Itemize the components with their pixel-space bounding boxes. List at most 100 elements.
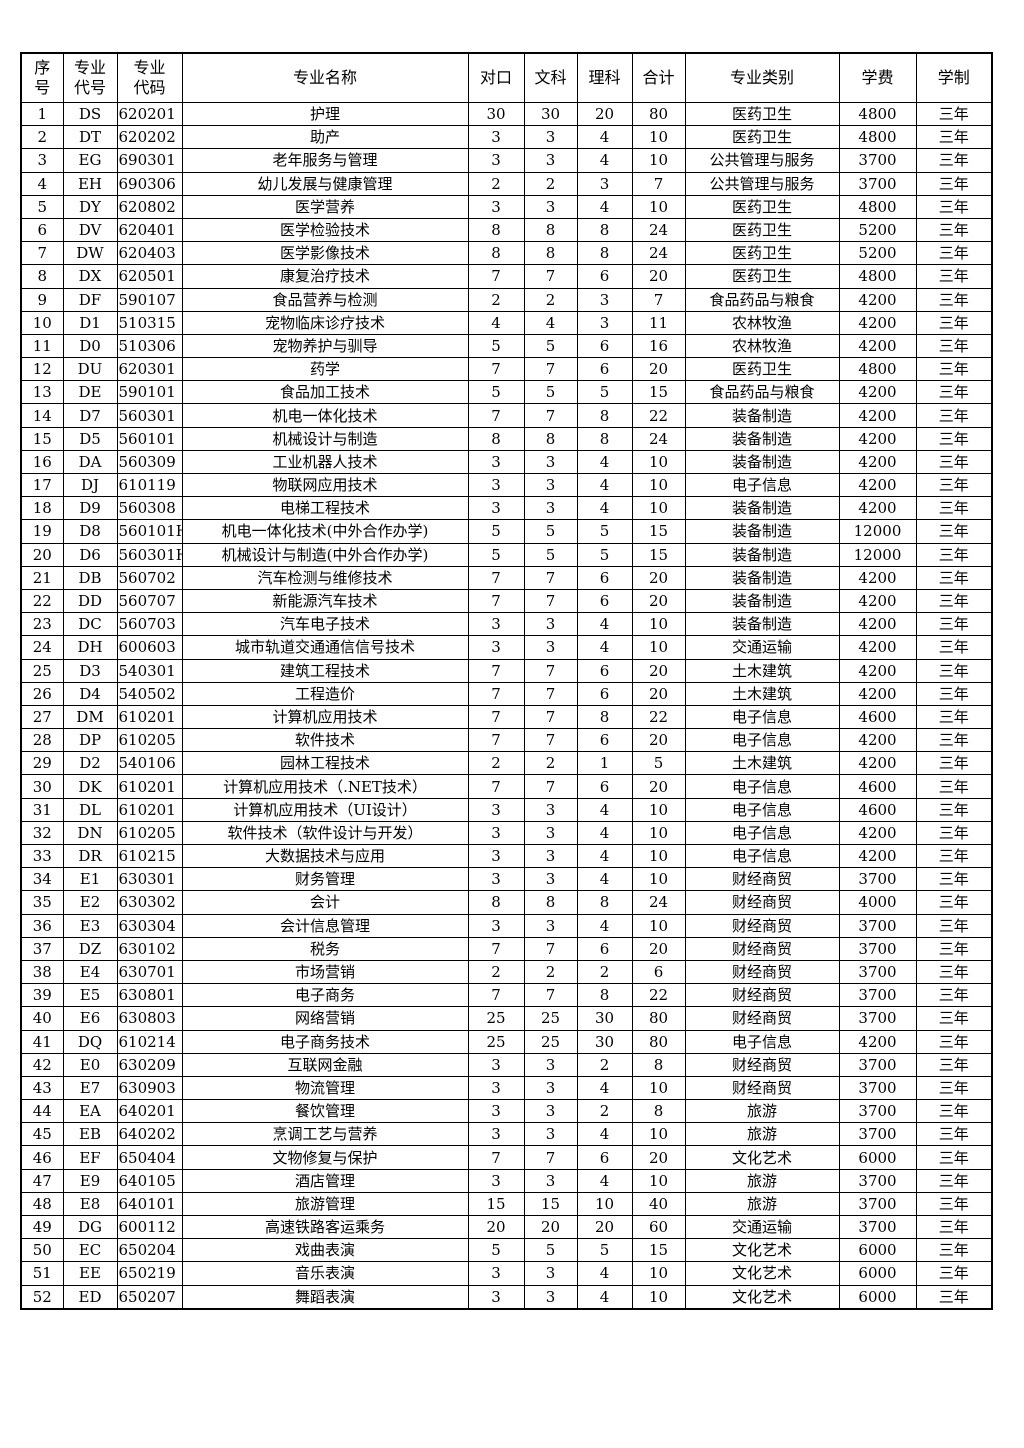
- cell-major-code: 620501: [116, 264, 183, 289]
- cell-tuition: 4200: [838, 751, 917, 776]
- cell-total: 15: [631, 519, 686, 544]
- cell-category: 电子信息: [684, 472, 840, 498]
- cell-arts: 3: [523, 913, 578, 938]
- cell-seq: 25: [20, 658, 64, 683]
- cell-science: 4: [576, 820, 633, 846]
- cell-major-name: 市场营销: [181, 959, 469, 985]
- cell-major-alias: DN: [62, 820, 118, 846]
- cell-seq: 35: [20, 890, 64, 915]
- cell-total: 22: [631, 983, 686, 1008]
- cell-counterpart: 8: [467, 217, 525, 243]
- table-row: 14 D7 560301 机电一体化技术 7 7 8 22 装备制造 4200 三年: [20, 403, 993, 428]
- cell-science: 8: [576, 217, 633, 243]
- cell-major-code: 650204: [116, 1238, 183, 1263]
- cell-major-alias: DD: [62, 588, 118, 614]
- cell-duration: 三年: [915, 843, 993, 869]
- table-row: 8 DX 620501 康复治疗技术 7 7 6 20 医药卫生 4800 三年: [20, 264, 993, 289]
- table-row: 12 DU 620301 药学 7 7 6 20 医药卫生 4800 三年: [20, 357, 993, 382]
- cell-total: 16: [631, 333, 686, 359]
- cell-major-code: 620202: [116, 125, 183, 150]
- cell-tuition: 3700: [838, 1191, 917, 1217]
- cell-counterpart: 3: [467, 1261, 525, 1286]
- cell-arts: 7: [523, 565, 578, 590]
- cell-total: 5: [631, 751, 686, 776]
- cell-total: 10: [631, 635, 686, 660]
- cell-major-code: 610205: [116, 820, 183, 846]
- header-duration: 学制: [915, 52, 993, 103]
- cell-arts: 8: [523, 426, 578, 451]
- cell-duration: 三年: [915, 1099, 993, 1124]
- cell-science: 1: [576, 751, 633, 776]
- cell-major-code: 630701: [116, 959, 183, 985]
- cell-science: 4: [576, 867, 633, 892]
- cell-category: 医药卫生: [684, 101, 840, 127]
- cell-major-alias: E4: [62, 959, 118, 985]
- cell-major-name: 护理: [181, 101, 469, 127]
- table-row: 33 DR 610215 大数据技术与应用 3 3 4 10 电子信息 4200 三年: [20, 843, 993, 869]
- cell-tuition: 5200: [838, 217, 917, 243]
- cell-science: 4: [576, 125, 633, 150]
- cell-counterpart: 7: [467, 728, 525, 753]
- cell-total: 8: [631, 1099, 686, 1124]
- cell-science: 4: [576, 148, 633, 173]
- cell-category: 财经商贸: [684, 1052, 840, 1077]
- cell-major-code: 560101: [116, 426, 183, 451]
- cell-arts: 8: [523, 217, 578, 243]
- cell-major-code: 650404: [116, 1145, 183, 1170]
- cell-seq: 47: [20, 1168, 64, 1193]
- cell-major-name: 助产: [181, 125, 469, 150]
- table-row: 15 D5 560101 机械设计与制造 8 8 8 24 装备制造 4200 三年: [20, 426, 993, 451]
- header-row: 序 号 专业 代号 专业 代码 专业名称 对口 文科 理科 合计 专业类别 学费…: [20, 52, 993, 103]
- cell-science: 4: [576, 472, 633, 498]
- table-row: 49 DG 600112 高速铁路客运乘务 20 20 20 60 交通运输 3700 三年: [20, 1214, 993, 1240]
- cell-major-alias: E9: [62, 1168, 118, 1193]
- cell-seq: 21: [20, 565, 64, 590]
- cell-arts: 3: [523, 472, 578, 498]
- cell-category: 医药卫生: [684, 264, 840, 289]
- cell-category: 电子信息: [684, 797, 840, 822]
- cell-major-code: 630209: [116, 1052, 183, 1077]
- cell-arts: 2: [523, 959, 578, 985]
- cell-category: 交通运输: [684, 635, 840, 660]
- cell-major-code: 610201: [116, 704, 183, 730]
- cell-tuition: 3700: [838, 148, 917, 173]
- cell-arts: 3: [523, 1168, 578, 1193]
- cell-duration: 三年: [915, 1214, 993, 1240]
- cell-major-alias: DA: [62, 449, 118, 475]
- cell-total: 20: [631, 936, 686, 961]
- cell-seq: 45: [20, 1122, 64, 1147]
- cell-seq: 20: [20, 542, 64, 567]
- cell-major-name: 工程造价: [181, 681, 469, 706]
- cell-category: 财经商贸: [684, 959, 840, 985]
- cell-counterpart: 3: [467, 612, 525, 637]
- cell-category: 土木建筑: [684, 681, 840, 706]
- cell-arts: 3: [523, 1075, 578, 1101]
- cell-science: 6: [576, 333, 633, 359]
- cell-counterpart: 3: [467, 820, 525, 846]
- cell-major-name: 会计: [181, 890, 469, 915]
- cell-arts: 8: [523, 890, 578, 915]
- cell-duration: 三年: [915, 1238, 993, 1263]
- cell-arts: 3: [523, 194, 578, 219]
- cell-duration: 三年: [915, 936, 993, 961]
- cell-arts: 3: [523, 797, 578, 822]
- cell-duration: 三年: [915, 1052, 993, 1077]
- table-row: 23 DC 560703 汽车电子技术 3 3 4 10 装备制造 4200 三年: [20, 612, 993, 637]
- cell-major-code: 640202: [116, 1122, 183, 1147]
- cell-tuition: 3700: [838, 1075, 917, 1101]
- cell-tuition: 3700: [838, 171, 917, 196]
- cell-arts: 7: [523, 936, 578, 961]
- cell-counterpart: 3: [467, 1122, 525, 1147]
- cell-seq: 8: [20, 264, 64, 289]
- cell-major-code: 630304: [116, 913, 183, 938]
- cell-category: 装备制造: [684, 496, 840, 521]
- cell-duration: 三年: [915, 101, 993, 127]
- cell-duration: 三年: [915, 728, 993, 753]
- cell-total: 22: [631, 403, 686, 428]
- cell-counterpart: 3: [467, 1284, 525, 1310]
- cell-major-code: 610214: [116, 1029, 183, 1054]
- cell-major-name: 财务管理: [181, 867, 469, 892]
- cell-seq: 1: [20, 101, 64, 127]
- cell-duration: 三年: [915, 774, 993, 799]
- cell-arts: 2: [523, 751, 578, 776]
